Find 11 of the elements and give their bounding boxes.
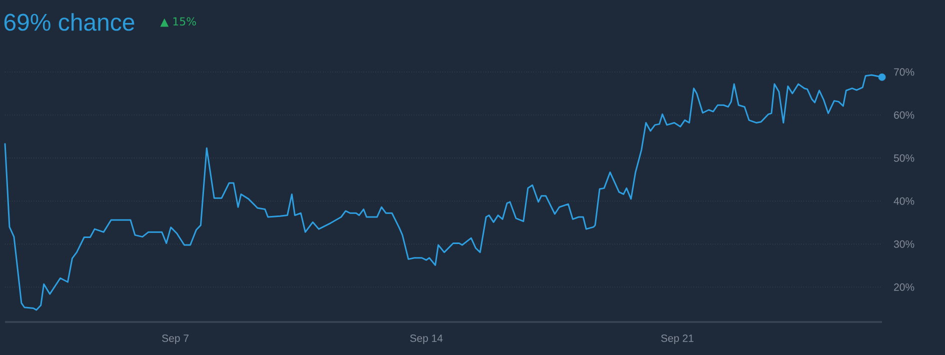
y-tick-label: 40%	[894, 197, 914, 205]
chart-title: 69% chance	[4, 13, 134, 31]
x-tick-label: Sep 7	[162, 334, 189, 344]
y-tick-label: 60%	[894, 111, 914, 119]
x-tick-label: Sep 21	[661, 334, 694, 344]
y-tick-label: 70%	[894, 68, 914, 76]
x-tick-label: Sep 14	[410, 334, 443, 344]
y-tick-label: 30%	[894, 240, 914, 248]
y-tick-label: 20%	[894, 283, 914, 291]
y-tick-label: 50%	[894, 154, 914, 162]
chart-subtitle: ▲ 15%	[160, 17, 196, 27]
